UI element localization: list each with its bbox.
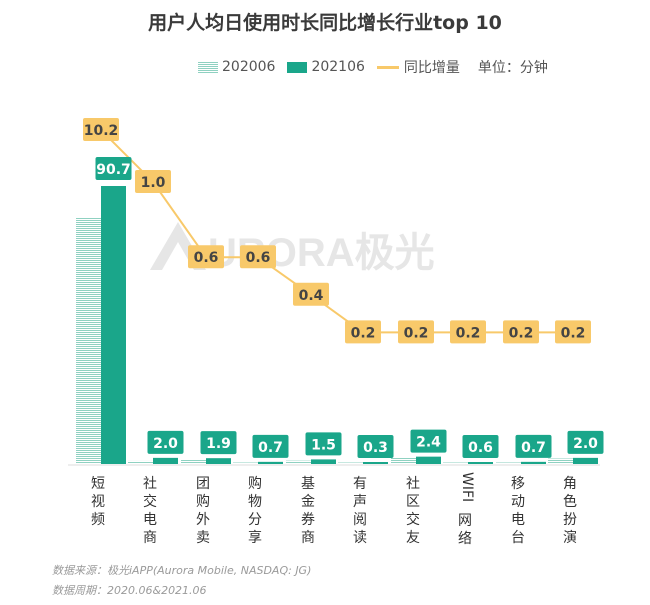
chart-title: 用户人均日使用时长同比增长行业top 10 xyxy=(148,12,502,34)
svg-text:0.6: 0.6 xyxy=(468,440,493,456)
category-label-cjk-7: 网络 xyxy=(458,513,472,547)
svg-text:0.4: 0.4 xyxy=(299,288,324,304)
bar-202006-8 xyxy=(496,462,521,464)
category-label-5: 有声阅读 xyxy=(353,476,367,546)
period-note: 数据周期：2020.06&2021.06 xyxy=(52,584,207,597)
bar-value-label-4: 1.5 xyxy=(305,432,342,456)
svg-text:0.2: 0.2 xyxy=(509,325,534,341)
category-label-3: 购物分享 xyxy=(248,476,262,546)
growth-label-9: 0.2 xyxy=(555,320,591,344)
source-note: 数据来源：极光iAPP(Aurora Mobile, NASDAQ: JG) xyxy=(52,564,312,577)
bar-202006-2 xyxy=(181,460,206,464)
svg-text:0.6: 0.6 xyxy=(246,250,271,266)
bar-value-label-2: 1.9 xyxy=(200,431,237,455)
growth-label-0: 10.2 xyxy=(83,118,119,141)
bar-202006-3 xyxy=(233,462,258,464)
svg-text:0.3: 0.3 xyxy=(363,440,388,456)
bar-202106-1 xyxy=(153,457,178,464)
legend-label-growth: 同比增量 xyxy=(403,60,460,76)
svg-text:10.2: 10.2 xyxy=(84,123,119,139)
bar-202106-8 xyxy=(521,461,546,464)
category-label-0: 短视频 xyxy=(91,476,105,528)
category-label-9: 角色扮演 xyxy=(563,476,577,546)
legend-label-202006: 202006 xyxy=(222,59,276,75)
legend: 202006 202106 同比增量 单位：分钟 xyxy=(198,56,548,78)
svg-text:0.2: 0.2 xyxy=(456,325,481,341)
svg-text:1.5: 1.5 xyxy=(311,437,336,453)
bar-value-label-0: 90.7 xyxy=(95,157,132,180)
bar-202106-7 xyxy=(468,462,493,464)
bar-value-label-1: 2.0 xyxy=(147,430,184,454)
bar-value-label-7: 0.6 xyxy=(462,435,499,458)
bar-202006-1 xyxy=(128,460,153,464)
bar-202106-6 xyxy=(416,456,441,464)
svg-text:0.7: 0.7 xyxy=(521,440,546,456)
growth-label-6: 0.2 xyxy=(398,320,434,344)
category-label-1: 社交电商 xyxy=(143,476,157,546)
growth-label-7: 0.2 xyxy=(450,320,486,344)
growth-label-1: 1.0 xyxy=(135,170,171,193)
growth-line xyxy=(100,129,573,334)
bar-202106-9 xyxy=(573,457,598,464)
unit-label: 单位：分钟 xyxy=(477,60,548,76)
svg-text:2.4: 2.4 xyxy=(416,435,441,451)
legend-item-growth: 同比增量 xyxy=(376,57,460,77)
legend-item-202106: 202106 xyxy=(287,59,365,75)
bar-value-label-6: 2.4 xyxy=(410,429,447,453)
svg-text:90.7: 90.7 xyxy=(96,162,131,178)
bar-202006-6 xyxy=(391,457,416,464)
svg-text:2.0: 2.0 xyxy=(573,436,598,452)
legend-item-202006: 202006 xyxy=(198,59,275,75)
bar-202106-3 xyxy=(258,461,283,464)
svg-text:0.2: 0.2 xyxy=(351,325,376,341)
bar-202006-4 xyxy=(286,460,311,464)
bar-value-label-5: 0.3 xyxy=(357,435,394,458)
category-label-6: 社区交友 xyxy=(406,476,420,546)
legend-swatch-growth xyxy=(376,65,399,69)
bar-202106-0 xyxy=(101,186,126,464)
svg-text:1.0: 1.0 xyxy=(141,175,166,191)
growth-label-2: 0.6 xyxy=(188,245,224,269)
svg-text:0.6: 0.6 xyxy=(194,250,219,266)
category-label-4: 基金券商 xyxy=(301,475,315,546)
bar-value-label-9: 2.0 xyxy=(567,430,604,454)
bar-value-label-8: 0.7 xyxy=(515,434,552,458)
category-label-8: 移动电台 xyxy=(511,476,525,546)
svg-text:1.9: 1.9 xyxy=(206,436,231,452)
bar-202106-4 xyxy=(311,459,336,464)
category-label-7: WIFI xyxy=(459,472,475,502)
growth-label-8: 0.2 xyxy=(503,320,539,344)
svg-text:0.2: 0.2 xyxy=(404,325,429,341)
bar-202006-0 xyxy=(76,217,101,464)
legend-swatch-202106 xyxy=(287,61,308,73)
svg-text:0.2: 0.2 xyxy=(561,325,586,341)
bar-value-label-3: 0.7 xyxy=(252,434,289,458)
bar-202006-9 xyxy=(548,458,573,464)
bar-202006-7 xyxy=(443,462,468,464)
growth-label-4: 0.4 xyxy=(293,282,329,306)
bar-202006-5 xyxy=(338,462,363,464)
category-label-2: 团购外卖 xyxy=(196,476,210,546)
svg-text:0.7: 0.7 xyxy=(258,440,283,456)
growth-label-3: 0.6 xyxy=(240,245,276,269)
legend-swatch-202006 xyxy=(198,61,218,73)
bar-202106-5 xyxy=(363,462,388,464)
legend-label-202106: 202106 xyxy=(311,59,365,75)
bar-202106-2 xyxy=(206,458,231,464)
growth-label-5: 0.2 xyxy=(345,320,381,344)
svg-text:2.0: 2.0 xyxy=(153,436,178,452)
